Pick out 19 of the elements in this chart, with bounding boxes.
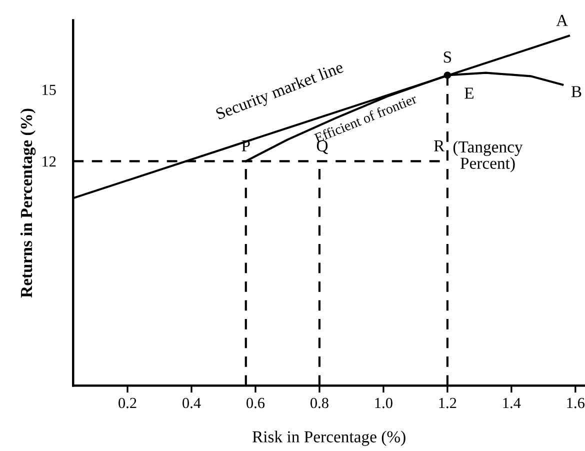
- annotation: A: [556, 14, 568, 26]
- annotation: R: [434, 140, 445, 152]
- y-tick-label: 12: [42, 156, 56, 166]
- x-tick-label: 1.4: [503, 398, 521, 408]
- annotation: (Tangency Percent): [453, 140, 523, 172]
- annotation: B: [571, 86, 582, 98]
- x-tick-label: 1.6: [567, 398, 584, 408]
- x-tick-label: 0.6: [246, 398, 265, 408]
- y-tick-label: 15: [42, 84, 56, 95]
- x-tick-label: 1.0: [375, 398, 392, 408]
- x-tick-label: 1.2: [439, 398, 456, 408]
- annotation: Security market line: [215, 60, 346, 123]
- x-tick-label: 0.4: [182, 398, 201, 408]
- annotation: S: [444, 52, 452, 63]
- x-tick-label: 0.8: [310, 398, 328, 408]
- y-axis-title: Returns in Percentage (%): [20, 108, 36, 298]
- annotation: E: [464, 88, 474, 99]
- x-tick-label: 0.2: [118, 398, 136, 408]
- x-axis-title: Risk in Percentage (%): [252, 430, 406, 446]
